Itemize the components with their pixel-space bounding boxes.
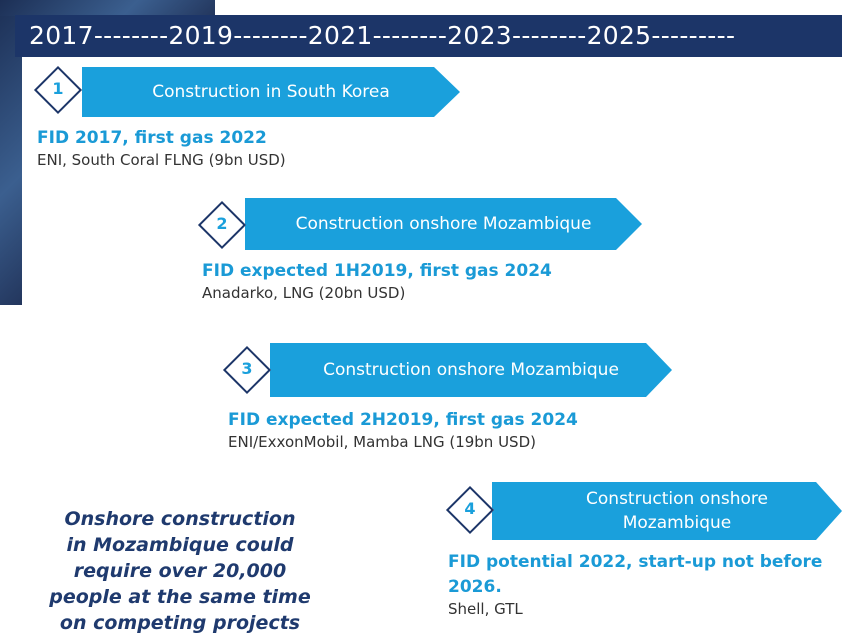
item-text: FID potential 2022, start-up not before … [448,550,828,618]
note-line: on competing projects [59,612,301,634]
item-subtitle: Shell, GTL [448,600,523,618]
step-number: 3 [241,359,253,378]
banner: Construction in South Korea [82,67,460,117]
item-text: FID expected 2H2019, first gas 2024 ENI/E… [228,408,828,451]
step-number: 4 [464,499,476,518]
photo-edge [0,0,215,16]
note: Onshore construction in Mozambique could… [20,506,340,636]
timeline-header: 2017--------2019--------2021--------2023… [15,15,842,57]
item-title: FID expected 1H2019, first gas 2024 [202,261,552,281]
banner: Construction onshore Mozambique [270,343,672,397]
item-title: FID potential 2022, start-up not before … [448,552,823,597]
item-subtitle: ENI, South Coral FLNG (9bn USD) [37,151,286,169]
item-title: FID 2017, first gas 2022 [37,128,267,148]
note-line: people at the same time [49,586,311,608]
photo-edge [0,0,22,305]
item-text: FID expected 1H2019, first gas 2024 Anada… [202,259,802,302]
item-text: FID 2017, first gas 2022 ENI, South Coral… [37,126,537,169]
item-subtitle: ENI/ExxonMobil, Mamba LNG (19bn USD) [228,433,536,451]
note-line: in Mozambique could [66,534,294,556]
banner: Construction onshore Mozambique [245,198,642,250]
note-line: Onshore construction [64,508,296,530]
note-line: require over 20,000 [73,560,287,582]
step-number: 1 [52,79,64,98]
step-number: 2 [216,214,228,233]
banner: Construction onshore Mozambique [492,482,842,540]
item-subtitle: Anadarko, LNG (20bn USD) [202,284,406,302]
item-title: FID expected 2H2019, first gas 2024 [228,410,578,430]
